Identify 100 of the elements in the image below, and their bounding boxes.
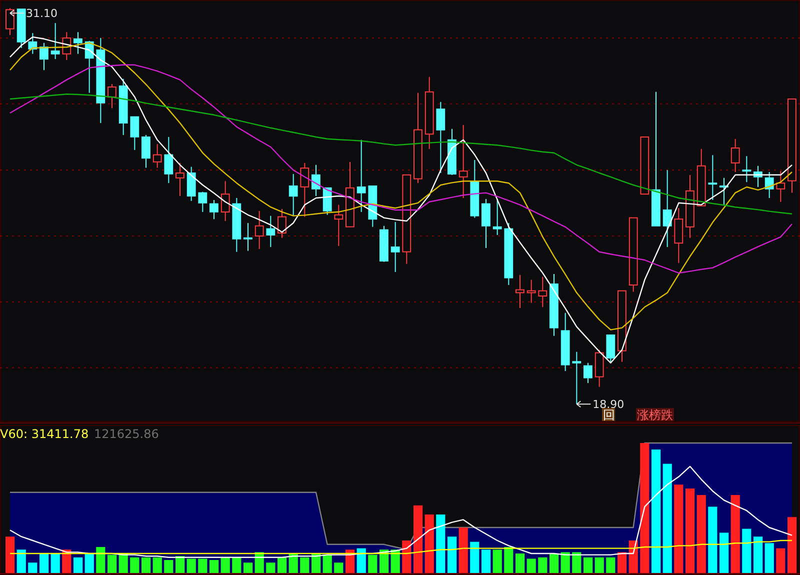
candlestick: [220, 180, 230, 222]
candlestick: [278, 208, 286, 238]
bar: [118, 554, 128, 573]
bar: [40, 554, 49, 573]
bar: [572, 552, 582, 573]
bar: [152, 557, 162, 573]
candlestick: [730, 138, 740, 173]
bar: [322, 554, 332, 573]
candlestick: [198, 191, 208, 212]
bar: [198, 558, 208, 573]
bar: [696, 495, 706, 573]
bar: [720, 532, 729, 573]
bar: [288, 554, 298, 573]
bar: [210, 560, 219, 573]
bar: [16, 550, 26, 573]
bar: [606, 557, 616, 573]
bar: [686, 488, 695, 573]
candlestick: [764, 172, 774, 198]
candlestick: [254, 210, 264, 250]
candlestick: [776, 170, 786, 202]
candlestick: [108, 84, 116, 109]
bar: [492, 550, 502, 573]
annotation: 31.10: [26, 7, 58, 20]
bar: [640, 443, 650, 573]
bar: [754, 536, 763, 573]
bar: [130, 557, 140, 573]
candlestick: [142, 134, 150, 168]
bar: [652, 450, 661, 573]
candlestick: [436, 101, 446, 174]
bar: [84, 554, 94, 573]
candlestick: [6, 8, 14, 36]
bar: [776, 548, 786, 573]
text: V60: 31411.78: [0, 427, 89, 441]
bar: [618, 552, 627, 573]
candlestick: [390, 222, 400, 272]
bar: [414, 505, 423, 573]
candlestick: [244, 222, 252, 252]
candlestick: [356, 139, 366, 212]
bar: [538, 557, 548, 573]
bar: [560, 552, 570, 573]
bar: [164, 560, 174, 573]
bar: [368, 554, 378, 573]
bar: [764, 543, 774, 573]
bar: [108, 554, 117, 573]
bar: [584, 557, 593, 573]
bar: [300, 557, 310, 573]
bar: [312, 554, 321, 573]
candlestick: [674, 208, 684, 264]
candlestick: [266, 215, 276, 248]
bar: [448, 536, 457, 573]
candlestick: [538, 276, 548, 308]
bar: [788, 517, 797, 573]
candlestick: [210, 199, 218, 220]
bar: [28, 562, 38, 573]
bar: [74, 557, 83, 573]
bar: [6, 536, 15, 573]
candlestick: [742, 156, 752, 183]
bar: [436, 514, 446, 573]
bar: [674, 484, 684, 573]
candlestick: [176, 162, 184, 197]
bar: [458, 528, 468, 573]
candlestick: [300, 162, 310, 218]
bar: [594, 557, 604, 573]
candlestick: [584, 362, 592, 384]
bar: [730, 495, 740, 573]
bar: [50, 554, 60, 573]
bar: [356, 548, 366, 573]
text: 121625.86: [94, 427, 159, 441]
candlestick: [74, 32, 82, 54]
bar: [526, 558, 536, 573]
bar: [232, 557, 242, 573]
bar: [334, 562, 344, 573]
bar: [254, 552, 264, 573]
candlestick: [492, 198, 502, 236]
candlestick: [152, 144, 162, 168]
candlestick: [288, 173, 298, 216]
candlestick: [458, 124, 468, 198]
bar: [96, 547, 106, 573]
bar: [220, 557, 230, 573]
candlestick: [50, 22, 60, 60]
bar: [504, 547, 514, 573]
bar: [176, 556, 185, 573]
candlestick: [594, 349, 604, 388]
bar: [186, 558, 196, 573]
candlestick: [130, 116, 140, 150]
candlestick: [572, 351, 582, 405]
candlestick: [40, 42, 48, 71]
bar: [142, 557, 151, 573]
candlestick: [516, 274, 524, 309]
candlestick: [526, 279, 536, 304]
candlestick: [186, 166, 196, 202]
bar: [516, 554, 525, 573]
bar: [278, 557, 287, 573]
bar: [550, 554, 559, 573]
bar: [244, 562, 253, 573]
bar: [424, 514, 434, 573]
bar: [482, 550, 491, 573]
candlestick: [312, 164, 320, 197]
candlestick: [28, 32, 38, 54]
bar: [742, 528, 752, 573]
